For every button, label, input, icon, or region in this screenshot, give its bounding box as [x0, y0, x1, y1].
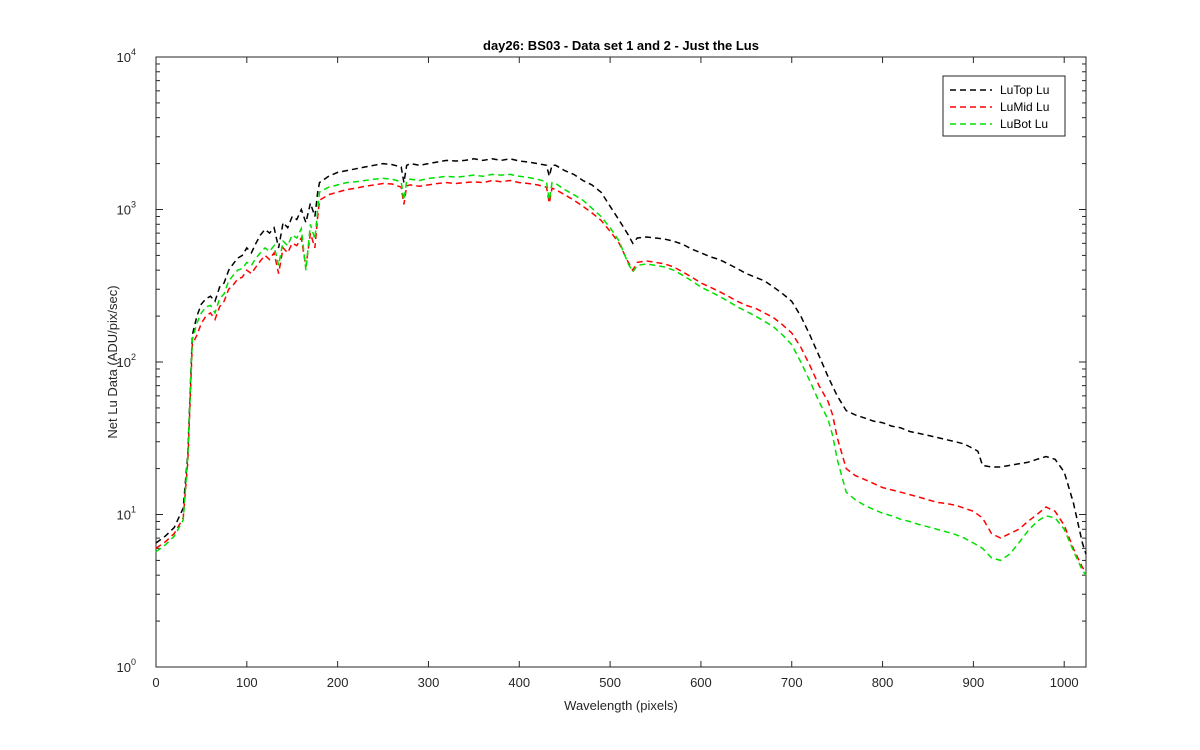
chart-title: day26: BS03 - Data set 1 and 2 - Just th…	[483, 38, 759, 53]
x-tick-label: 800	[872, 675, 894, 690]
y-tick-label: 101	[117, 505, 136, 523]
x-axis-ticks: 0 100 200 300 400 500 600 700 800 900 1000	[152, 57, 1079, 690]
legend-label: LuTop Lu	[1000, 83, 1049, 97]
y-tick-label: 102	[117, 352, 136, 370]
plot-area	[155, 56, 1087, 668]
x-tick-label: 200	[327, 675, 349, 690]
series-lines	[155, 158, 1087, 576]
x-tick-label: 0	[152, 675, 159, 690]
x-tick-label: 700	[781, 675, 803, 690]
series-line-0	[155, 158, 1087, 555]
legend-label: LuBot Lu	[1000, 117, 1048, 131]
series-line-2	[155, 173, 1087, 576]
x-tick-label: 400	[508, 675, 530, 690]
legend: LuTop Lu LuMid Lu LuBot Lu	[942, 75, 1066, 137]
x-tick-label: 900	[963, 675, 985, 690]
x-tick-label: 300	[418, 675, 440, 690]
y-axis-ticks: 100 101 102 103 104	[117, 47, 1086, 675]
x-axis-title: Wavelength (pixels)	[564, 698, 678, 713]
x-tick-label: 1000	[1050, 675, 1079, 690]
y-tick-label: 103	[117, 200, 136, 218]
y-axis-title: Net Lu Data (ADU/pix/sec)	[105, 285, 120, 438]
legend-box	[942, 75, 1066, 137]
legend-label: LuMid Lu	[1000, 100, 1049, 114]
x-tick-label: 600	[690, 675, 712, 690]
y-tick-label: 100	[117, 657, 136, 675]
x-tick-label: 100	[236, 675, 258, 690]
y-tick-label: 104	[117, 47, 136, 65]
x-tick-label: 500	[599, 675, 621, 690]
